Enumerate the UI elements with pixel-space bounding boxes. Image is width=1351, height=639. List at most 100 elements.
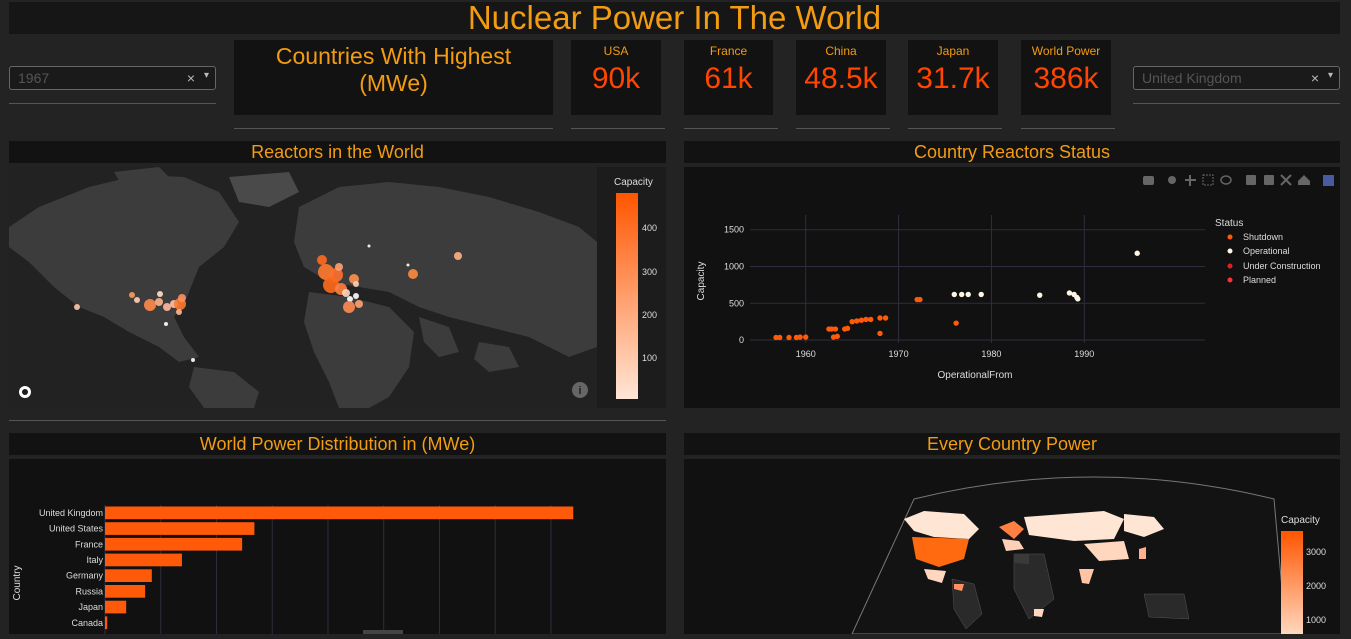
scatter-point[interactable] — [797, 334, 803, 340]
scatter-point[interactable] — [834, 333, 840, 340]
bar[interactable] — [105, 537, 243, 551]
scatter-point[interactable] — [829, 326, 835, 332]
scatter-point[interactable] — [1037, 292, 1043, 298]
status-scatter-svg[interactable]: 1960 1970 1980 1990 0 500 1000 1500 Status Shut… — [684, 167, 1340, 408]
plotly-logo-icon[interactable] — [19, 386, 31, 398]
scatter-point[interactable] — [1134, 250, 1140, 256]
country-east-russia[interactable] — [1124, 514, 1164, 537]
scatter-point[interactable] — [773, 334, 779, 341]
scatter-point[interactable] — [978, 291, 984, 298]
zoom-out-icon[interactable] — [1264, 175, 1274, 185]
scatter-point[interactable] — [832, 326, 839, 332]
bar[interactable] — [105, 522, 255, 535]
camera-icon[interactable] — [1143, 176, 1154, 185]
bar[interactable] — [105, 553, 182, 567]
bar[interactable] — [105, 600, 127, 614]
scatter-point[interactable] — [803, 334, 809, 340]
country-north-africa[interactable] — [1014, 554, 1029, 564]
country-brazil[interactable] — [954, 584, 964, 591]
bar[interactable] — [105, 616, 108, 630]
country-south-america[interactable] — [951, 578, 983, 630]
scatter-point[interactable] — [854, 318, 860, 324]
scatter-point[interactable] — [777, 334, 783, 341]
year-chevron-down-icon[interactable]: ▾ — [203, 70, 209, 81]
reactor-marker[interactable] — [408, 269, 418, 279]
reactor-marker[interactable] — [176, 309, 182, 315]
reactor-marker[interactable] — [367, 244, 371, 248]
scatter-point[interactable] — [951, 291, 957, 298]
scatter-point[interactable] — [863, 316, 869, 323]
distribution-bar-svg[interactable]: United Kingdom United States France Italy Ge… — [9, 459, 666, 634]
reactor-markers[interactable] — [74, 244, 462, 363]
reactor-marker[interactable] — [155, 298, 163, 306]
scatter-point[interactable] — [877, 330, 883, 337]
zoom-icon[interactable] — [1168, 176, 1176, 184]
modebar[interactable] — [1143, 174, 1334, 186]
scatter-point[interactable] — [858, 317, 865, 323]
country-canada[interactable] — [904, 511, 979, 539]
legend-item-under-construction[interactable]: Under Construction — [1227, 261, 1321, 271]
reactor-marker[interactable] — [134, 297, 140, 303]
reactor-marker[interactable] — [157, 291, 163, 297]
year-clear-icon[interactable]: × — [186, 70, 195, 86]
country-japan[interactable] — [1139, 547, 1146, 559]
scatter-point[interactable] — [844, 325, 851, 331]
country-clear-icon[interactable]: × — [1310, 70, 1319, 86]
legend-item-planned[interactable]: Planned — [1227, 275, 1277, 285]
reactors-map-svg[interactable]: i Capacity 400 300 200 100 — [9, 167, 666, 408]
reactor-marker[interactable] — [454, 252, 462, 260]
pan-icon[interactable] — [1185, 175, 1196, 186]
reactor-marker[interactable] — [355, 300, 363, 308]
reactor-marker[interactable] — [178, 294, 186, 302]
reactor-marker[interactable] — [129, 292, 135, 298]
country-australia[interactable] — [1143, 593, 1190, 620]
reactor-marker[interactable] — [353, 281, 359, 287]
country-mexico[interactable] — [924, 569, 946, 583]
country-india[interactable] — [1079, 569, 1094, 584]
scatter-point[interactable] — [959, 291, 965, 298]
country-uk-france[interactable] — [999, 521, 1024, 539]
scrollbar-thumb[interactable] — [363, 630, 403, 634]
zoom-in-icon[interactable] — [1246, 175, 1256, 185]
reactors-map-panel[interactable]: i Capacity 400 300 200 100 — [9, 167, 666, 408]
reactor-marker[interactable] — [347, 296, 353, 302]
bar[interactable] — [105, 506, 574, 520]
lasso-icon[interactable] — [1220, 175, 1232, 185]
plotly-logo-icon[interactable] — [1323, 175, 1334, 186]
reactor-marker[interactable] — [353, 293, 359, 299]
scatter-point[interactable] — [868, 316, 874, 323]
scatter-point[interactable] — [1066, 290, 1073, 296]
country-china[interactable] — [1084, 541, 1129, 561]
legend-item-shutdown[interactable]: Shutdown — [1227, 232, 1284, 242]
reactor-marker[interactable] — [191, 358, 195, 362]
reactor-marker[interactable] — [144, 299, 156, 311]
reactor-marker[interactable] — [164, 322, 168, 326]
reactor-marker[interactable] — [342, 289, 350, 297]
scatter-point[interactable] — [917, 296, 923, 303]
box-select-icon[interactable] — [1202, 174, 1214, 186]
scatter-point[interactable] — [849, 318, 855, 325]
distribution-bar-panel[interactable]: United Kingdom United States France Italy Ge… — [9, 459, 666, 634]
country-chevron-down-icon[interactable]: ▾ — [1327, 70, 1333, 81]
reset-icon[interactable] — [1298, 175, 1310, 185]
country-united-states[interactable] — [912, 537, 969, 567]
reactor-marker[interactable] — [335, 263, 343, 271]
scatter-point[interactable] — [1075, 296, 1081, 302]
status-scatter-panel[interactable]: 1960 1970 1980 1990 0 500 1000 1500 Status Shut… — [684, 167, 1340, 408]
bar[interactable] — [105, 569, 152, 582]
country-spain[interactable] — [1002, 539, 1024, 551]
choropleth-svg[interactable]: Capacity 3000 2000 1000 — [684, 459, 1340, 635]
info-icon[interactable]: i — [572, 382, 588, 398]
scatter-point[interactable] — [953, 320, 959, 326]
scatter-point[interactable] — [965, 291, 971, 298]
bar[interactable] — [105, 585, 146, 598]
choropleth-countries[interactable] — [904, 511, 1190, 630]
legend-item-operational[interactable]: Operational — [1227, 246, 1290, 256]
reactor-marker[interactable] — [406, 263, 410, 267]
country-russia[interactable] — [1024, 511, 1124, 541]
choropleth-panel[interactable]: Capacity 3000 2000 1000 — [684, 459, 1340, 635]
reactor-marker[interactable] — [163, 303, 171, 311]
autoscale-icon[interactable] — [1280, 174, 1292, 186]
country-dropdown[interactable]: United Kingdom × ▾ — [1133, 66, 1340, 90]
reactor-marker[interactable] — [74, 304, 80, 310]
